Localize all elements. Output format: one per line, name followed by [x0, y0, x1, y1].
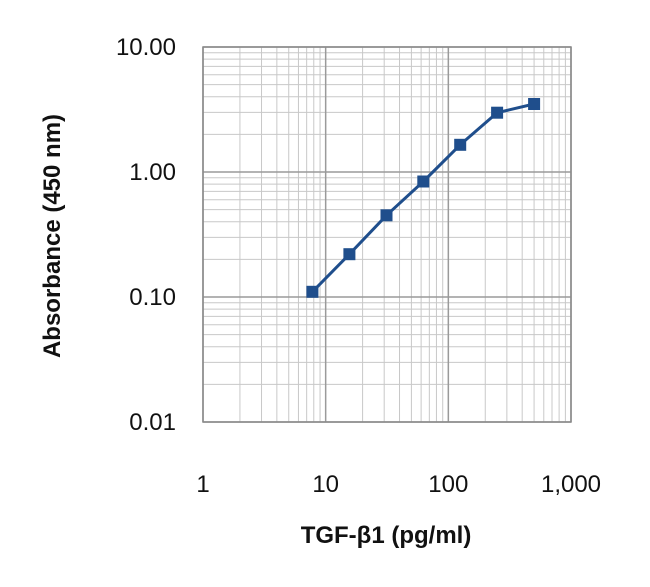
y-tick-label: 0.10	[129, 284, 176, 311]
gridlines	[202, 46, 572, 423]
data-point-marker	[343, 248, 356, 261]
data-point-marker	[417, 175, 430, 188]
data-point-marker	[380, 209, 393, 222]
data-point-marker	[528, 98, 541, 110]
x-tick-label: 1	[196, 471, 209, 498]
data-point-marker	[454, 138, 467, 151]
data-point-marker	[491, 106, 504, 119]
y-tick-label: 1.00	[129, 159, 176, 186]
x-axis-title: TGF-β1 (pg/ml)	[301, 522, 472, 549]
series-line	[311, 102, 535, 293]
x-tick-label: 10	[312, 471, 339, 498]
y-tick-label: 10.00	[116, 34, 176, 61]
data-point-marker	[306, 285, 319, 298]
y-tick-label: 0.01	[129, 409, 176, 436]
plot-border	[202, 46, 572, 423]
x-tick-label: 1,000	[541, 471, 601, 498]
data-series	[306, 98, 541, 298]
x-tick-label: 100	[428, 471, 468, 498]
y-axis-title: Absorbance (450 nm)	[39, 114, 66, 358]
plot-frame	[202, 46, 572, 423]
tick-labels: 1 10 100 1,000 0.01 0.10 1.00 10.00	[116, 34, 601, 498]
